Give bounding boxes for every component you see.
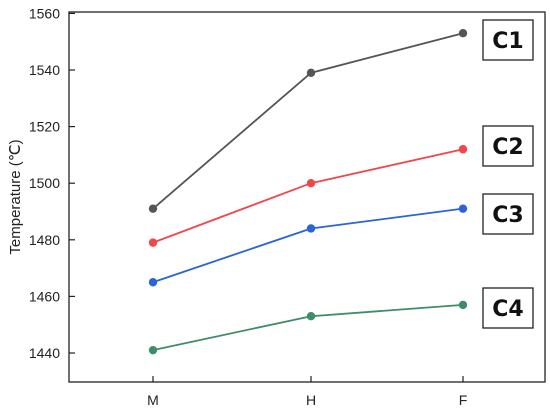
data-point [148, 204, 158, 213]
y-tick-label: 1560 [29, 5, 60, 21]
y-tick-label: 1440 [29, 345, 60, 361]
series-c1: C1 [148, 19, 534, 213]
data-point [306, 179, 316, 188]
data-point [306, 68, 316, 78]
data-point [306, 312, 316, 321]
series-tag-box [482, 287, 534, 329]
y-axis-label: Temperature (℃) [7, 139, 24, 254]
data-point [148, 238, 158, 247]
series-tag-box [482, 19, 534, 61]
series-tag-label: C3 [492, 203, 523, 228]
data-point [148, 345, 158, 355]
data-point [148, 278, 158, 287]
y-tick-label: 1500 [29, 175, 60, 191]
data-point [306, 224, 316, 233]
series-group: C1 C2 C3 C4 [148, 19, 534, 355]
x-tick-label: M [147, 392, 159, 408]
y-tick-label: 1480 [29, 232, 60, 248]
series-line [152, 303, 464, 352]
series-tag-box [482, 125, 534, 167]
data-point [458, 204, 468, 213]
series-line [152, 207, 464, 284]
data-point [458, 145, 468, 154]
y-tick-label: 1460 [29, 288, 60, 304]
series-tag-label: C1 [492, 29, 523, 54]
y-tick-label: 1540 [29, 62, 60, 78]
plot-frame [68, 11, 546, 383]
y-axis: 1440 1460 1480 1500 1520 1540 1560 [29, 5, 75, 361]
x-tick-label: F [459, 392, 468, 408]
series-c4: C4 [148, 287, 534, 355]
x-tick-label: H [306, 392, 316, 408]
data-point [458, 29, 468, 38]
series-c3: C3 [148, 193, 534, 287]
series-c2: C2 [148, 125, 534, 247]
series-tag-box [482, 193, 534, 235]
series-tag-label: C4 [492, 297, 523, 322]
y-tick-label: 1520 [29, 119, 60, 135]
data-point [458, 300, 468, 310]
series-tag-label: C2 [492, 135, 523, 160]
